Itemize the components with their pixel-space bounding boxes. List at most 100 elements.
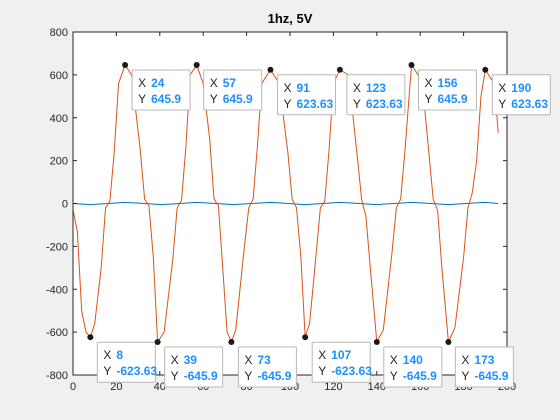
datatip-y-value: -645.9: [403, 369, 437, 383]
datatip-marker[interactable]: [87, 334, 94, 341]
datatip[interactable]: X 123 Y 623.63: [336, 66, 406, 116]
y-tick-label: -800: [46, 370, 68, 382]
datatip-box: [491, 74, 551, 116]
datatip-y-label: Y: [171, 369, 179, 383]
datatip-x-value: 73: [257, 353, 271, 367]
x-tick-label: 40: [154, 381, 166, 393]
datatip-marker[interactable]: [373, 338, 380, 345]
datatip-x-label: X: [390, 353, 398, 367]
datatip-y-label: Y: [353, 97, 361, 111]
datatip-y-value: 623.63: [366, 97, 403, 111]
datatip-y-value: -645.9: [184, 369, 218, 383]
datatip[interactable]: X 57 Y 645.9: [193, 62, 263, 111]
datatip-y-value: -623.63: [116, 364, 157, 378]
datatip-x-label: X: [498, 81, 506, 95]
datatip[interactable]: X 156 Y 645.9: [408, 62, 478, 111]
datatip-box: [383, 346, 443, 388]
datatip[interactable]: X 107 Y -623.63: [302, 334, 372, 383]
datatip-x-label: X: [425, 76, 433, 90]
datatip-y-value: -623.63: [331, 364, 372, 378]
datatip-x-value: 91: [296, 81, 310, 95]
datatip-y-value: 623.63: [296, 97, 333, 111]
datatip-marker[interactable]: [445, 338, 452, 345]
datatip-marker[interactable]: [482, 66, 489, 73]
datatip-x-label: X: [318, 348, 326, 362]
datatip-marker[interactable]: [336, 66, 343, 73]
datatip-x-value: 39: [184, 353, 198, 367]
datatip-y-label: Y: [461, 369, 469, 383]
datatip-x-value: 173: [474, 353, 494, 367]
datatip-marker[interactable]: [122, 62, 129, 69]
datatip-x-value: 107: [331, 348, 351, 362]
datatip-x-value: 123: [366, 81, 386, 95]
datatip-marker[interactable]: [228, 338, 235, 345]
datatip-y-label: Y: [244, 369, 252, 383]
datatip[interactable]: X 140 Y -645.9: [373, 338, 443, 388]
datatip-box: [454, 346, 514, 388]
y-tick-label: 200: [50, 156, 68, 168]
y-tick-label: 800: [50, 27, 68, 39]
datatip-box: [237, 346, 297, 388]
datatip-marker[interactable]: [267, 66, 274, 73]
datatip-x-value: 24: [151, 76, 165, 90]
datatip-box: [418, 69, 478, 111]
datatip-y-value: 623.63: [511, 97, 548, 111]
datatip-x-value: 190: [511, 81, 531, 95]
datatip-box: [311, 341, 371, 383]
datatip-marker[interactable]: [154, 338, 161, 345]
datatip-y-label: Y: [318, 364, 326, 378]
datatip-x-value: 156: [438, 76, 458, 90]
datatip-y-label: Y: [138, 92, 146, 106]
datatip-marker[interactable]: [302, 334, 309, 341]
datatip-box: [131, 69, 191, 111]
datatip-box: [346, 74, 406, 116]
datatip-marker[interactable]: [408, 62, 415, 69]
y-tick-label: 0: [62, 199, 68, 211]
datatip-x-value: 57: [223, 76, 237, 90]
y-tick-label: -600: [46, 327, 68, 339]
y-tick-label: 400: [50, 113, 68, 125]
datatip-y-value: 645.9: [438, 92, 468, 106]
datatip-x-label: X: [244, 353, 252, 367]
y-tick-label: -400: [46, 284, 68, 296]
y-tick-label: 600: [50, 70, 68, 82]
y-tick-label: -200: [46, 241, 68, 253]
datatip-x-value: 140: [403, 353, 423, 367]
x-tick-label: 140: [368, 381, 386, 393]
datatip-y-value: -645.9: [257, 369, 291, 383]
datatip-y-value: 645.9: [223, 92, 253, 106]
datatip-x-label: X: [283, 81, 291, 95]
datatip-box: [203, 69, 263, 111]
datatip-x-label: X: [210, 76, 218, 90]
datatip-box: [164, 346, 224, 388]
datatip[interactable]: X 8Y -623.63: [87, 334, 157, 383]
datatip-marker[interactable]: [193, 62, 200, 69]
datatip-x-label: X: [103, 348, 111, 362]
x-tick-label: 20: [110, 381, 122, 393]
datatip[interactable]: X 190 Y 623.63: [482, 66, 551, 116]
datatip-x-label: X: [138, 76, 146, 90]
datatip-y-label: Y: [498, 97, 506, 111]
datatip-box: [276, 74, 336, 116]
datatip-y-label: Y: [390, 369, 398, 383]
datatip-y-label: Y: [210, 92, 218, 106]
datatip-x-label: X: [171, 353, 179, 367]
datatip-x-label: X: [461, 353, 469, 367]
series-line-1: [72, 201, 499, 206]
x-tick-label: 120: [324, 381, 342, 393]
datatip-y-label: Y: [283, 97, 291, 111]
datatip-y-value: -645.9: [474, 369, 508, 383]
x-tick-label: 0: [70, 381, 76, 393]
datatip[interactable]: X 173 Y -645.9: [445, 338, 514, 388]
datatip-x-value: 8: [116, 348, 123, 362]
datatip-y-label: Y: [425, 92, 433, 106]
datatip[interactable]: X 39 Y -645.9: [154, 338, 224, 388]
datatip[interactable]: X 73 Y -645.9: [228, 338, 297, 388]
chart-title: 1hz, 5V: [268, 11, 313, 26]
datatip-box: [96, 341, 156, 383]
datatip[interactable]: X 24 Y 645.9: [122, 62, 191, 111]
datatip[interactable]: X 91 Y 623.63: [267, 66, 336, 116]
